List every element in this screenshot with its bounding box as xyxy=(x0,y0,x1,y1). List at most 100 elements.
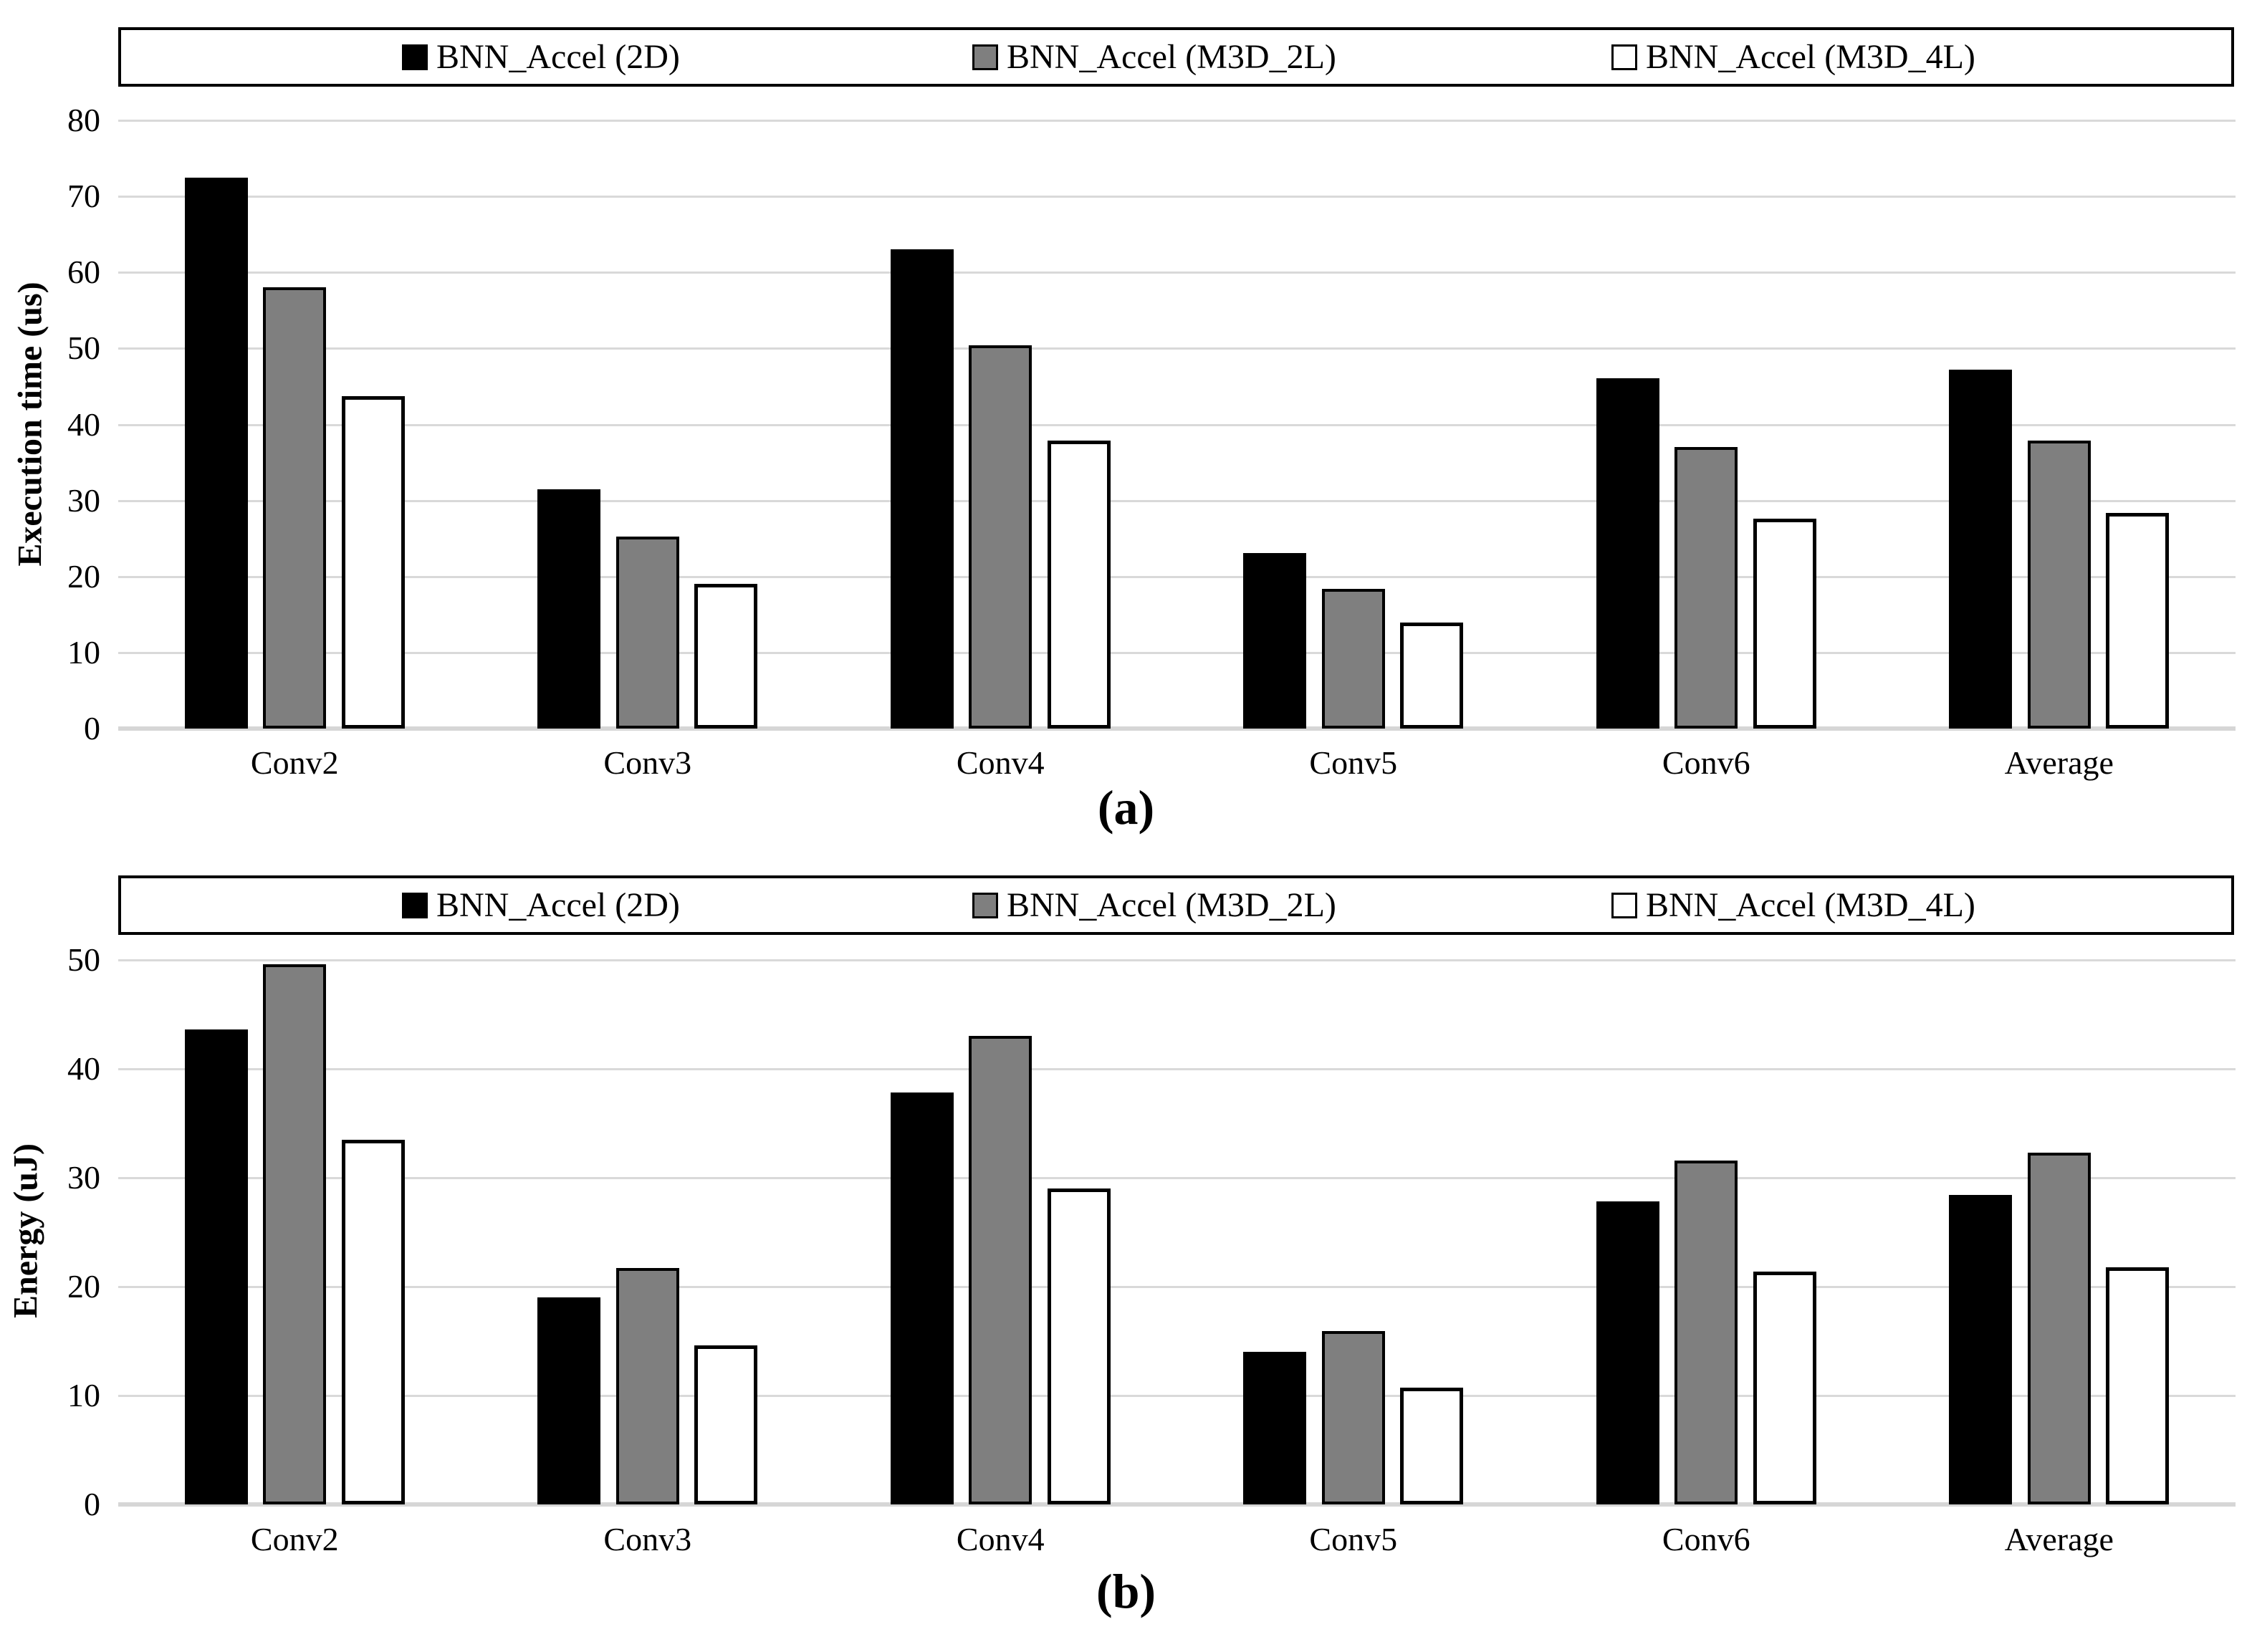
x-category-label: Conv5 xyxy=(1309,1521,1398,1557)
bar-bnn-accel-m3d-2l--conv2 xyxy=(263,287,327,729)
legend-box: BNN_Accel (2D) BNN_Accel (M3D_2L) BNN_Acce… xyxy=(118,875,2234,935)
gridline xyxy=(118,1286,2236,1288)
x-axis-line xyxy=(118,1502,2236,1507)
bar-bnn-accel-2d--conv2 xyxy=(184,1029,248,1504)
bar-bnn-accel-m3d-2l--conv3 xyxy=(615,536,679,729)
bar-bnn-accel-2d--conv5 xyxy=(1243,1352,1307,1504)
gridline xyxy=(118,272,2236,274)
bar-bnn-accel-m3d-4l--conv3 xyxy=(694,1345,758,1504)
x-category-label: Average xyxy=(2004,1521,2114,1557)
y-tick-label: 80 xyxy=(67,102,100,138)
bar-bnn-accel-m3d-2l--conv4 xyxy=(969,1036,1032,1504)
legend-item: BNN_Accel (M3D_4L) xyxy=(1611,878,1975,932)
y-tick-label: 10 xyxy=(67,633,100,671)
bar-bnn-accel-m3d-2l--conv3 xyxy=(615,1268,679,1504)
y-tick-label: 30 xyxy=(67,1159,100,1196)
gridline xyxy=(118,1177,2236,1179)
y-tick-label: 40 xyxy=(67,405,100,443)
bar-bnn-accel-2d--conv4 xyxy=(890,249,954,729)
bar-bnn-accel-2d--conv6 xyxy=(1596,378,1659,729)
plot-area xyxy=(118,120,2236,731)
bar-bnn-accel-2d--conv6 xyxy=(1596,1201,1659,1504)
legend-marker-white-icon xyxy=(1611,892,1637,918)
legend-item: BNN_Accel (M3D_2L) xyxy=(972,878,1336,932)
bar-bnn-accel-2d--conv3 xyxy=(537,1297,601,1504)
bar-bnn-accel-m3d-4l--conv2 xyxy=(341,1139,405,1504)
x-category-label: Conv4 xyxy=(956,744,1045,781)
bar-bnn-accel-m3d-2l--conv6 xyxy=(1674,447,1738,729)
y-axis-title-a: Execution time (us) xyxy=(11,282,49,567)
legend-marker-white-icon xyxy=(1611,44,1637,70)
bar-bnn-accel-m3d-4l--conv4 xyxy=(1047,1188,1111,1504)
legend-label: BNN_Accel (M3D_2L) xyxy=(1007,38,1336,76)
x-category-label: Conv2 xyxy=(250,1521,339,1557)
x-category-label: Conv6 xyxy=(1662,744,1750,781)
bar-bnn-accel-m3d-2l--average xyxy=(2027,440,2091,729)
panel-label-b: (b) xyxy=(1096,1564,1156,1618)
bar-bnn-accel-m3d-4l--average xyxy=(2106,1267,2170,1504)
bar-bnn-accel-m3d-2l--conv6 xyxy=(1674,1160,1738,1504)
x-category-label: Conv3 xyxy=(603,1521,692,1557)
y-tick-label: 40 xyxy=(67,1050,100,1087)
gridline xyxy=(118,959,2236,961)
bar-bnn-accel-m3d-4l--conv6 xyxy=(1753,519,1816,729)
bar-bnn-accel-m3d-4l--conv5 xyxy=(1400,623,1464,729)
x-category-label: Average xyxy=(2004,744,2114,781)
legend-marker-black-icon xyxy=(402,44,428,70)
x-category-label: Conv4 xyxy=(956,1521,1045,1557)
bar-bnn-accel-m3d-4l--conv4 xyxy=(1047,440,1111,729)
y-tick-label: 50 xyxy=(67,941,100,978)
legend-label: BNN_Accel (M3D_4L) xyxy=(1646,886,1975,924)
bar-bnn-accel-2d--conv2 xyxy=(184,177,248,729)
x-category-label: Conv5 xyxy=(1309,744,1398,781)
bar-bnn-accel-m3d-4l--conv2 xyxy=(341,396,405,729)
bar-bnn-accel-m3d-4l--conv6 xyxy=(1753,1271,1816,1504)
bar-bnn-accel-m3d-2l--average xyxy=(2027,1153,2091,1504)
legend-marker-gray-icon xyxy=(972,892,998,918)
gridline xyxy=(118,575,2236,578)
gridline xyxy=(118,1395,2236,1397)
legend-box: BNN_Accel (2D) BNN_Accel (M3D_2L) BNN_Acce… xyxy=(118,27,2234,87)
x-category-label: Conv2 xyxy=(250,744,339,781)
y-axis-title-b: Energy (uJ) xyxy=(6,1143,45,1318)
y-tick-label: 20 xyxy=(67,1268,100,1305)
gridline xyxy=(118,120,2236,122)
bar-bnn-accel-m3d-2l--conv5 xyxy=(1321,1331,1385,1504)
gridline xyxy=(118,347,2236,350)
y-tick-label: 30 xyxy=(67,481,100,519)
gridline xyxy=(118,651,2236,654)
y-tick-label: 60 xyxy=(67,254,100,291)
y-tick-label: 0 xyxy=(84,710,100,746)
bar-bnn-accel-m3d-2l--conv2 xyxy=(263,964,327,1504)
x-category-label: Conv6 xyxy=(1662,1521,1750,1557)
y-tick-label: 50 xyxy=(67,330,100,367)
bar-bnn-accel-m3d-4l--average xyxy=(2106,512,2170,729)
gridline xyxy=(118,423,2236,426)
bar-bnn-accel-m3d-4l--conv3 xyxy=(694,584,758,729)
plot-area xyxy=(118,959,2236,1507)
legend-item: BNN_Accel (2D) xyxy=(402,878,680,932)
bar-bnn-accel-m3d-2l--conv4 xyxy=(969,345,1032,729)
y-tick-label: 70 xyxy=(67,178,100,215)
bar-bnn-accel-2d--average xyxy=(1949,1195,2013,1504)
x-category-label: Conv3 xyxy=(603,744,692,781)
legend-label: BNN_Accel (2D) xyxy=(436,886,680,924)
y-tick-label: 20 xyxy=(67,557,100,595)
legend-label: BNN_Accel (M3D_4L) xyxy=(1646,38,1975,76)
legend-label: BNN_Accel (2D) xyxy=(436,38,680,76)
panel-label-a: (a) xyxy=(1097,780,1155,835)
bar-bnn-accel-m3d-2l--conv5 xyxy=(1321,588,1385,729)
legend-label: BNN_Accel (M3D_2L) xyxy=(1007,886,1336,924)
bar-bnn-accel-2d--conv5 xyxy=(1243,552,1307,729)
legend-item: BNN_Accel (2D) xyxy=(402,30,680,84)
legend-marker-black-icon xyxy=(402,892,428,918)
gridline xyxy=(118,196,2236,198)
legend-item: BNN_Accel (M3D_4L) xyxy=(1611,30,1975,84)
x-axis-line xyxy=(118,726,2236,731)
bar-bnn-accel-2d--conv3 xyxy=(537,489,601,729)
bar-bnn-accel-2d--average xyxy=(1949,370,2013,729)
bar-bnn-accel-2d--conv4 xyxy=(890,1092,954,1504)
